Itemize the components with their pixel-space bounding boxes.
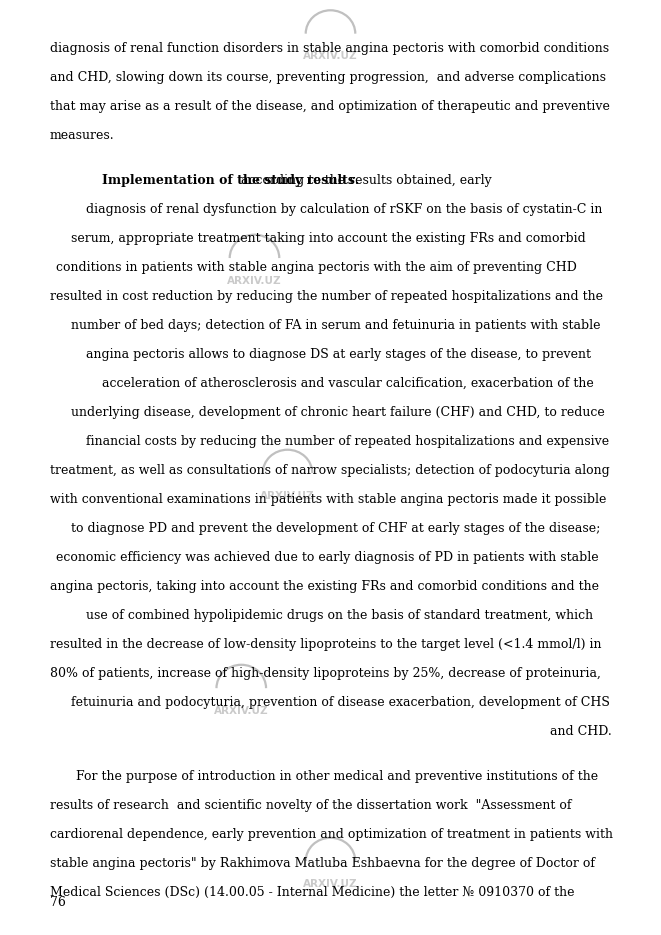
Text: with conventional examinations in patients with stable angina pectoris made it p: with conventional examinations in patien…: [50, 493, 606, 506]
Text: 80% of patients, increase of high-density lipoproteins by 25%, decrease of prote: 80% of patients, increase of high-densit…: [50, 667, 600, 680]
Text: 76: 76: [50, 896, 65, 909]
Text: and CHD.: and CHD.: [550, 725, 611, 738]
Text: resulted in cost reduction by reducing the number of repeated hospitalizations a: resulted in cost reduction by reducing t…: [50, 290, 603, 303]
Text: financial costs by reducing the number of repeated hospitalizations and expensiv: financial costs by reducing the number o…: [86, 435, 609, 448]
Text: fetuinuria and podocyturia, prevention of disease exacerbation, development of C: fetuinuria and podocyturia, prevention o…: [71, 696, 610, 709]
Text: Medical Sciences (DSc) (14.00.05 - Internal Medicine) the letter № 0910370 of th: Medical Sciences (DSc) (14.00.05 - Inter…: [50, 885, 574, 899]
Text: treatment, as well as consultations of narrow specialists; detection of podocytu: treatment, as well as consultations of n…: [50, 464, 609, 477]
Text: ARXIV.UZ: ARXIV.UZ: [227, 276, 282, 285]
Text: angina pectoris, taking into account the existing FRs and comorbid conditions an: angina pectoris, taking into account the…: [50, 580, 599, 593]
Text: acceleration of atherosclerosis and vascular calcification, exacerbation of the: acceleration of atherosclerosis and vasc…: [102, 377, 594, 390]
Text: ARXIV.UZ: ARXIV.UZ: [303, 879, 358, 888]
Text: cardiorenal dependence, early prevention and optimization of treatment in patien: cardiorenal dependence, early prevention…: [50, 827, 613, 841]
Text: results of research  and scientific novelty of the dissertation work  "Assessmen: results of research and scientific novel…: [50, 798, 571, 812]
Text: angina pectoris allows to diagnose DS at early stages of the disease, to prevent: angina pectoris allows to diagnose DS at…: [86, 348, 591, 361]
Text: diagnosis of renal dysfunction by calculation of rSKF on the basis of cystatin-C: diagnosis of renal dysfunction by calcul…: [86, 203, 602, 216]
Text: conditions in patients with stable angina pectoris with the aim of preventing CH: conditions in patients with stable angin…: [56, 261, 577, 274]
Text: For the purpose of introduction in other medical and preventive institutions of : For the purpose of introduction in other…: [76, 770, 598, 783]
Text: use of combined hypolipidemic drugs on the basis of standard treatment, which: use of combined hypolipidemic drugs on t…: [86, 609, 593, 622]
Text: measures.: measures.: [50, 129, 114, 142]
Text: that may arise as a result of the disease, and optimization of therapeutic and p: that may arise as a result of the diseas…: [50, 100, 609, 113]
Text: underlying disease, development of chronic heart failure (CHF) and CHD, to reduc: underlying disease, development of chron…: [71, 406, 605, 419]
Text: ARXIV.UZ: ARXIV.UZ: [260, 491, 315, 500]
Text: Implementation of the study results.: Implementation of the study results.: [102, 174, 360, 187]
Text: stable angina pectoris" by Rakhimova Matluba Eshbaevna for the degree of Doctor : stable angina pectoris" by Rakhimova Mat…: [50, 856, 595, 870]
Text: number of bed days; detection of FA in serum and fetuinuria in patients with sta: number of bed days; detection of FA in s…: [71, 319, 601, 332]
Text: resulted in the decrease of low-density lipoproteins to the target level (<1.4 m: resulted in the decrease of low-density …: [50, 638, 601, 651]
Text: ARXIV.UZ: ARXIV.UZ: [303, 51, 358, 61]
Text: economic efficiency was achieved due to early diagnosis of PD in patients with s: economic efficiency was achieved due to …: [56, 551, 599, 564]
Text: diagnosis of renal function disorders in stable angina pectoris with comorbid co: diagnosis of renal function disorders in…: [50, 42, 609, 55]
Text: and CHD, slowing down its course, preventing progression,  and adverse complicat: and CHD, slowing down its course, preven…: [50, 71, 605, 84]
Text: ARXIV.UZ: ARXIV.UZ: [214, 706, 268, 715]
Text: to diagnose PD and prevent the development of CHF at early stages of the disease: to diagnose PD and prevent the developme…: [71, 522, 601, 535]
Text: according to the results obtained, early: according to the results obtained, early: [237, 174, 492, 187]
Text: serum, appropriate treatment taking into account the existing FRs and comorbid: serum, appropriate treatment taking into…: [71, 232, 586, 245]
